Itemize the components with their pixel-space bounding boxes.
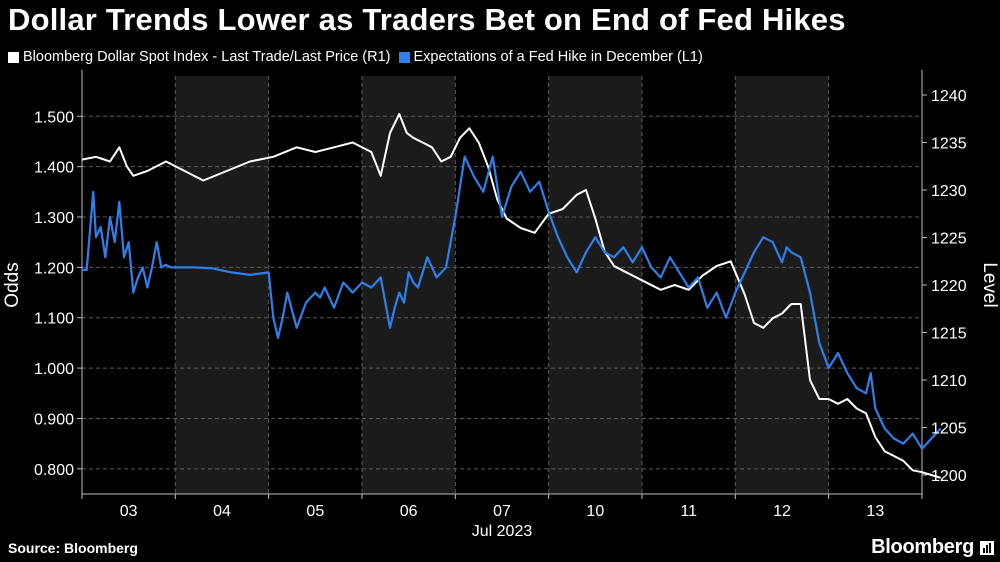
right-tick-label: 1225 bbox=[931, 231, 967, 248]
left-tick-label: 1.500 bbox=[34, 109, 74, 126]
x-tick-label-07: 07 bbox=[493, 503, 511, 520]
right-axis-title: Level bbox=[979, 262, 1000, 307]
series-line-fed-hike bbox=[82, 155, 942, 450]
right-tick-label: 1200 bbox=[931, 468, 967, 485]
x-tick-label-11: 11 bbox=[680, 503, 697, 520]
day-band-06 bbox=[362, 76, 456, 494]
left-tick-label: 1.200 bbox=[34, 260, 74, 277]
axis-labels: 0.800 0.900 1.000 1.100 1.200 1.300 1.400 1.500… bbox=[2, 88, 1000, 540]
left-tick-label: 0.900 bbox=[34, 411, 74, 428]
left-tick-label: 0.800 bbox=[34, 462, 74, 479]
legend-label-fed-hike: Expectations of a Fed Hike in December (… bbox=[413, 49, 703, 65]
legend-label-dollar-index: Bloomberg Dollar Spot Index - Last Trade… bbox=[23, 49, 391, 65]
right-tick-label: 1220 bbox=[931, 278, 967, 295]
right-tick-label: 1240 bbox=[931, 88, 967, 105]
bloomberg-logo: Bloomberg bbox=[871, 536, 974, 558]
day-band-12 bbox=[735, 76, 829, 494]
legend-item-fed-hike: Expectations of a Fed Hike in December (… bbox=[398, 49, 703, 65]
x-tick-label-05: 05 bbox=[306, 503, 324, 520]
x-month-label: Jul 2023 bbox=[472, 523, 533, 540]
left-tick-label: 1.100 bbox=[34, 311, 74, 328]
right-tick-label: 1210 bbox=[931, 373, 967, 390]
legend-swatch-fed-hike bbox=[398, 51, 410, 63]
x-tick-label-04: 04 bbox=[213, 503, 231, 520]
legend-item-dollar-index: Bloomberg Dollar Spot Index - Last Trade… bbox=[8, 49, 391, 65]
right-tick-label: 1235 bbox=[931, 136, 967, 153]
x-tick-label-12: 12 bbox=[773, 503, 791, 520]
day-band-10 bbox=[548, 76, 642, 494]
bloomberg-mark-icon bbox=[980, 541, 994, 555]
left-tick-label: 1.000 bbox=[34, 361, 74, 378]
left-axis-title: Odds bbox=[2, 262, 23, 307]
x-tick-label-03: 03 bbox=[120, 503, 138, 520]
legend: Bloomberg Dollar Spot Index - Last Trade… bbox=[8, 49, 711, 65]
x-tick-label-13: 13 bbox=[866, 503, 884, 520]
source-note: Source: Bloomberg bbox=[8, 540, 138, 556]
series-lines bbox=[81, 113, 942, 479]
day-bands bbox=[175, 76, 829, 494]
left-tick-label: 1.300 bbox=[34, 210, 74, 227]
x-tick-label-10: 10 bbox=[586, 503, 604, 520]
axes bbox=[77, 70, 927, 499]
left-tick-label: 1.400 bbox=[34, 160, 74, 177]
x-tick-label-06: 06 bbox=[400, 503, 418, 520]
right-tick-label: 1230 bbox=[931, 183, 967, 200]
chart-title: Dollar Trends Lower as Traders Bet on En… bbox=[8, 2, 846, 37]
right-tick-label: 1215 bbox=[931, 326, 967, 343]
series-line-dollar-index bbox=[81, 113, 941, 479]
day-band-04 bbox=[175, 76, 269, 494]
legend-swatch-dollar-index bbox=[8, 51, 19, 63]
right-tick-label: 1205 bbox=[931, 421, 967, 438]
